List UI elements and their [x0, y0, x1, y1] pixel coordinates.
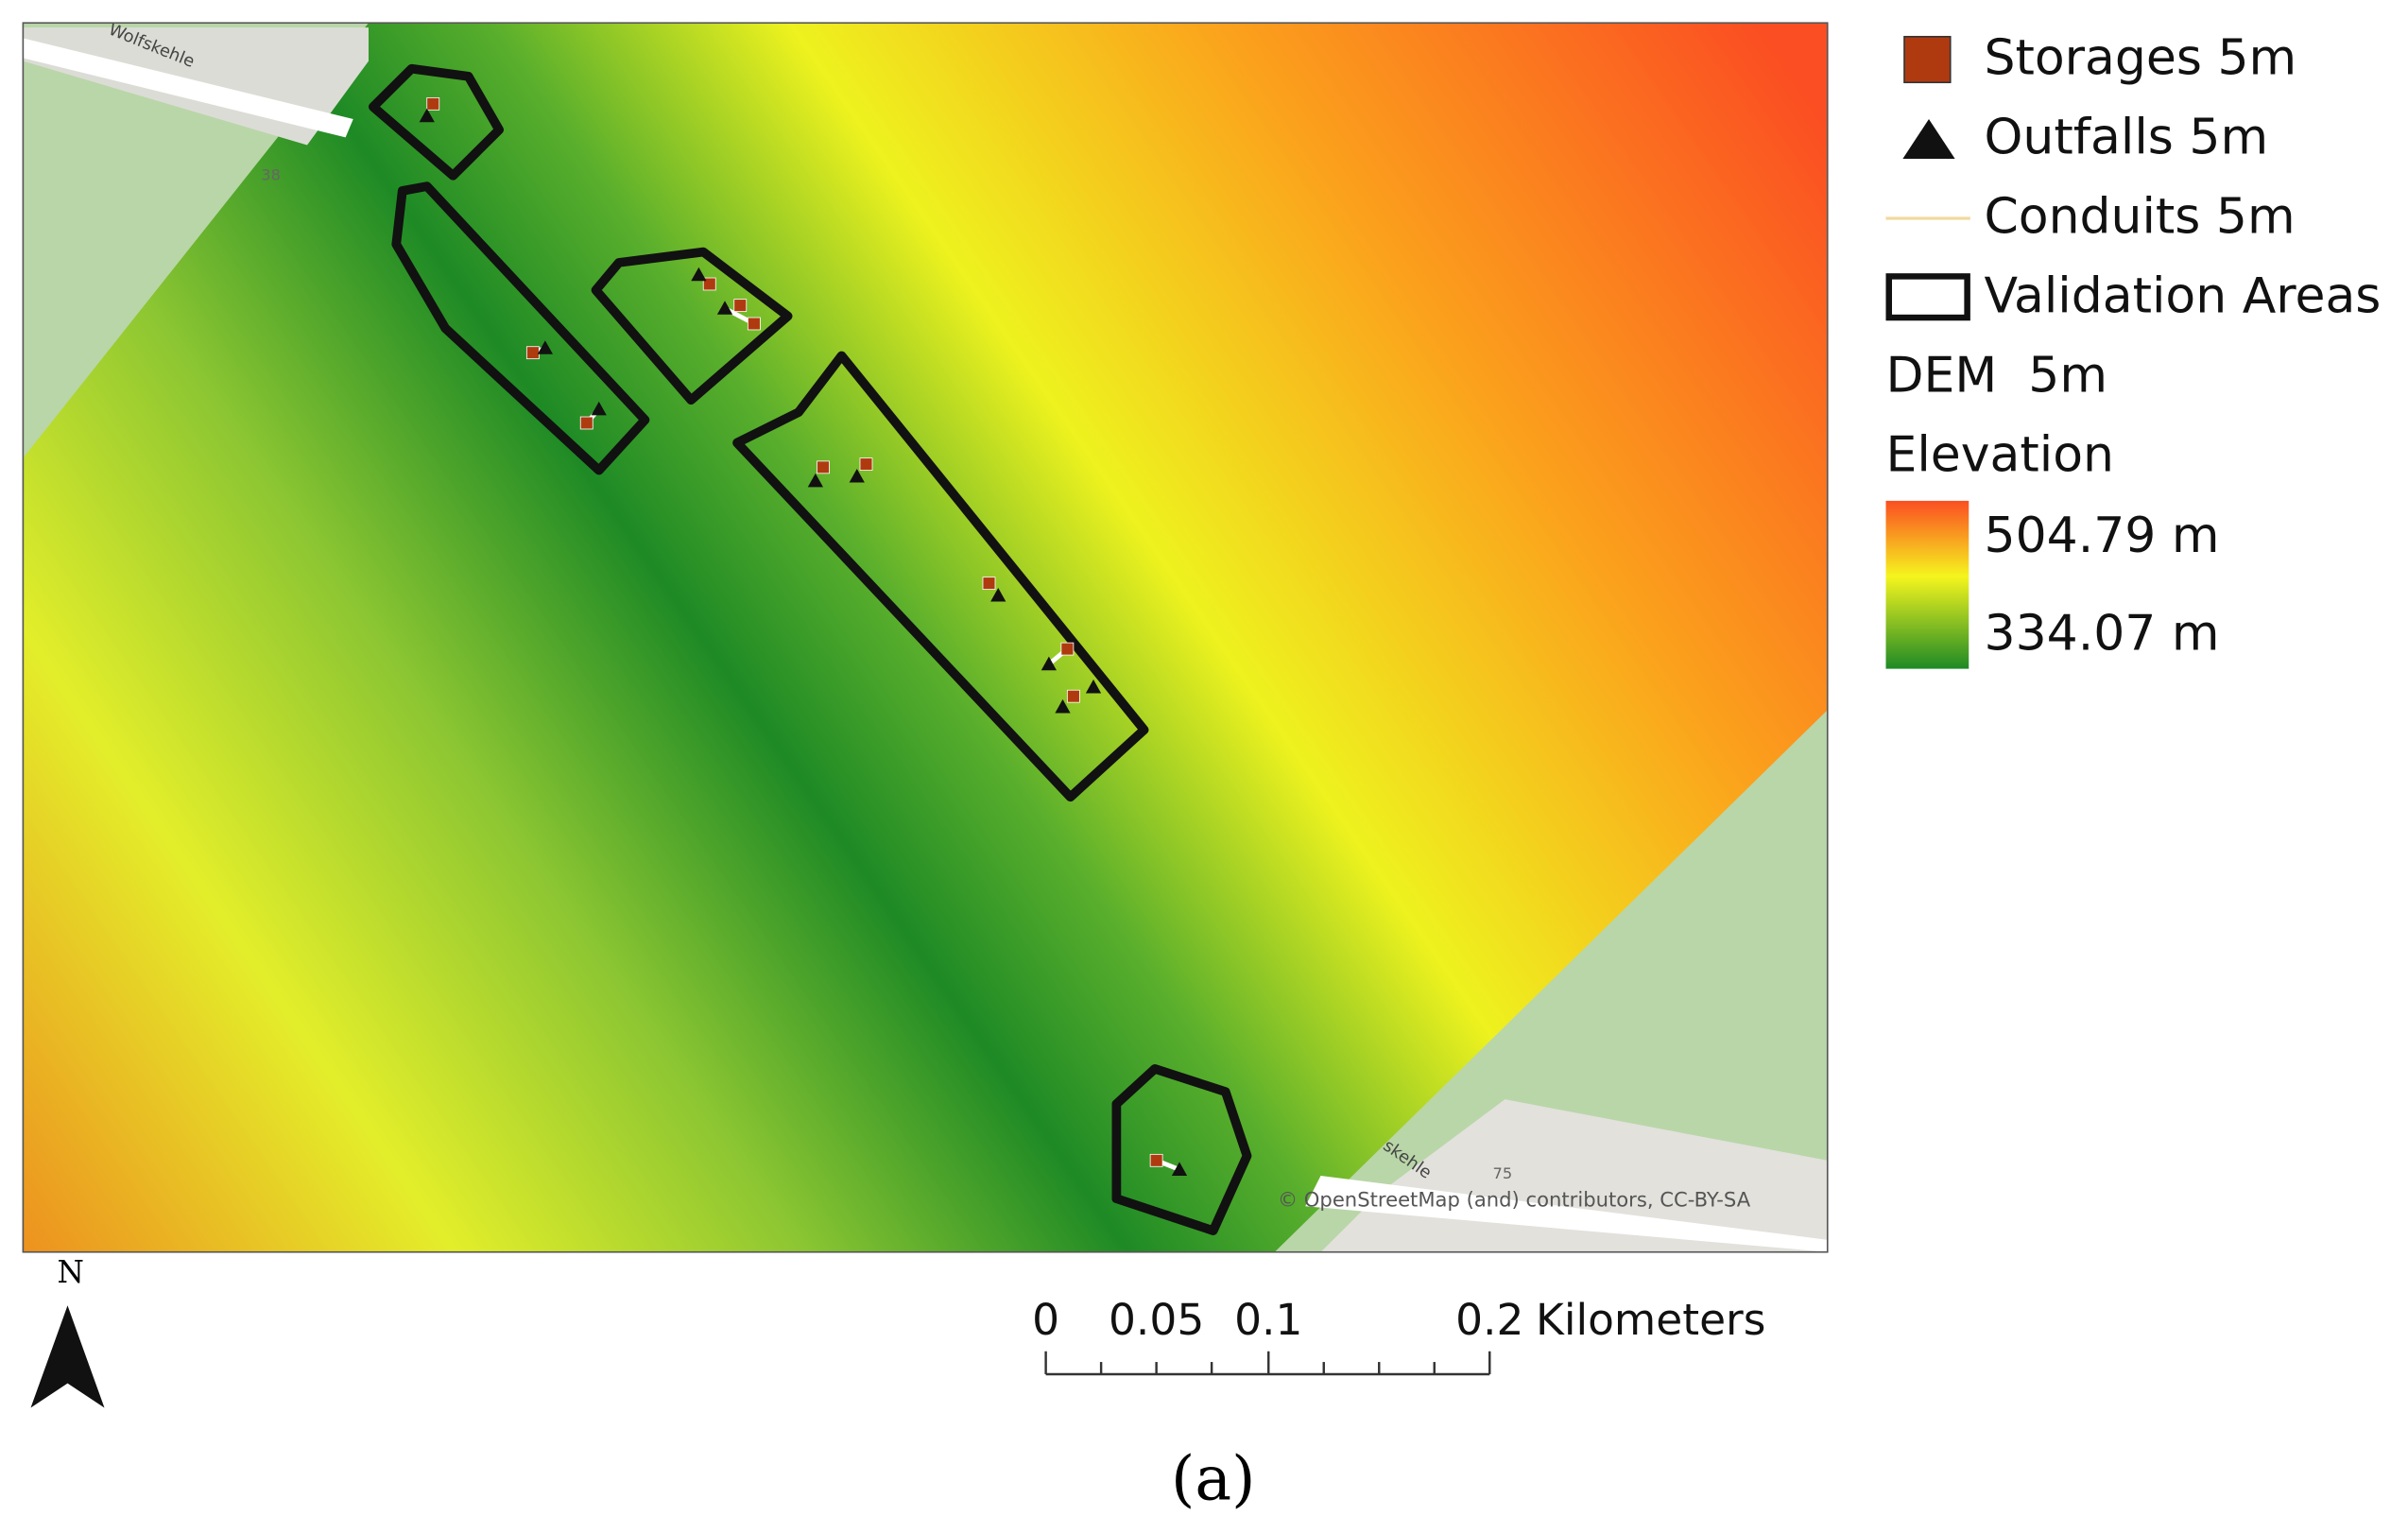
legend-item: Validation Areas	[1985, 268, 2382, 325]
osm-road	[1305, 1175, 1828, 1252]
legend-item: Conduits 5m	[1985, 189, 2296, 246]
storage	[747, 317, 761, 331]
scale-label: 0.05	[1109, 1295, 1204, 1345]
osm-landcover	[1274, 710, 1828, 1252]
north-label: N	[58, 1254, 84, 1290]
north-arrow: N	[30, 1254, 105, 1408]
outfall	[849, 468, 865, 483]
storage	[426, 96, 440, 111]
storage	[859, 457, 873, 471]
outfall	[691, 267, 707, 282]
outfall	[537, 340, 553, 354]
storage	[1060, 642, 1075, 656]
north-symbol	[30, 1305, 105, 1408]
storage	[525, 346, 540, 360]
caption: (a)	[1171, 1444, 1255, 1515]
outfall	[807, 473, 823, 488]
legend-heading: DEM 5m	[1886, 348, 2107, 405]
outfall	[1055, 698, 1071, 714]
map-frame	[22, 22, 1829, 1253]
scale-label: 0.1	[1234, 1295, 1302, 1345]
storage	[982, 577, 996, 591]
outfall	[591, 401, 607, 416]
storage	[1149, 1153, 1163, 1167]
validation-area	[1111, 1064, 1252, 1235]
outfall	[419, 108, 435, 123]
storage	[817, 460, 830, 474]
ramp-label: 334.07 m	[1985, 606, 2220, 663]
outfall	[1171, 1162, 1188, 1176]
validation-area	[732, 351, 1149, 802]
storage	[579, 416, 593, 430]
legend-symbol	[1885, 273, 1970, 321]
legend-symbol	[1902, 119, 1955, 160]
legend: Storages 5m Outfalls 5m Conduits 5m Vali…	[1885, 30, 2382, 669]
house-number: 75	[1493, 1164, 1513, 1182]
house-number: 38	[261, 166, 281, 184]
outfall	[716, 301, 733, 315]
legend-item: Storages 5m	[1985, 30, 2297, 87]
validation-area	[369, 63, 504, 181]
scale-bar: 0 0.05 0.1 0.2 Kilometers	[1032, 1295, 1765, 1376]
osm-road	[23, 38, 353, 138]
scale-unit: Kilometers	[1536, 1295, 1765, 1345]
legend-item: Outfalls 5m	[1985, 110, 2269, 166]
storage	[1066, 689, 1080, 703]
map: Wolfskehle skehle 38 75 © OpenStreetMap …	[23, 23, 1828, 1252]
legend-heading: Elevation	[1886, 427, 2114, 484]
outfall	[1041, 656, 1057, 671]
validation-areas	[369, 63, 1252, 1235]
network-features	[419, 96, 1188, 1176]
validation-area	[591, 247, 793, 405]
legend-symbol	[1903, 35, 1952, 84]
outfall	[990, 587, 1006, 602]
storage	[733, 299, 748, 312]
scale-label: 0	[1032, 1295, 1059, 1345]
attribution: © OpenStreetMap (and) contributors, CC-B…	[1278, 1187, 1751, 1211]
outfall	[1085, 679, 1102, 694]
validation-area	[391, 181, 650, 475]
color-ramp	[1885, 500, 1969, 669]
ramp-label: 504.79 m	[1985, 508, 2220, 564]
scale-ticks	[1044, 1351, 1491, 1376]
scale-label: 0.2	[1455, 1295, 1523, 1345]
